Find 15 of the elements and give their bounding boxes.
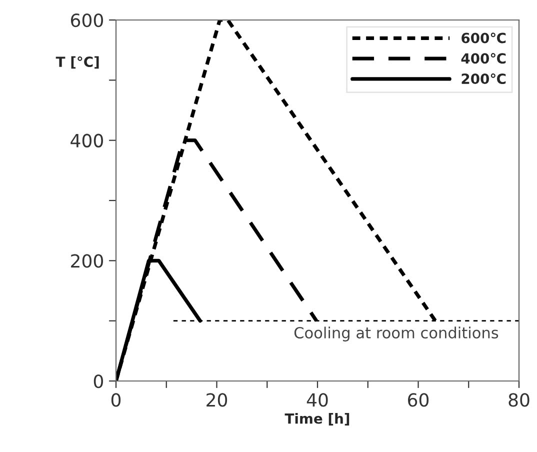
- y-tick-label: 200: [71, 254, 103, 268]
- x-tick-label: 0: [111, 393, 121, 407]
- y-tick-label: 400: [70, 134, 103, 148]
- x-tick-label: 60: [408, 393, 429, 407]
- text: 600℃: [462, 32, 506, 44]
- y-tick-label: 600: [70, 13, 103, 28]
- y-axis-title: T [°C]: [56, 56, 99, 69]
- y-tick-label: 0: [94, 374, 103, 388]
- x-tick-label: 20: [206, 393, 228, 407]
- x-tick-label: 80: [508, 393, 530, 407]
- annotation: Cooling at room conditions: [294, 326, 498, 342]
- text: 400℃: [461, 53, 506, 64]
- text: 200℃: [462, 73, 506, 84]
- x-tick-label: 40: [306, 393, 328, 407]
- x-axis-title: Time [h]: [284, 413, 350, 426]
